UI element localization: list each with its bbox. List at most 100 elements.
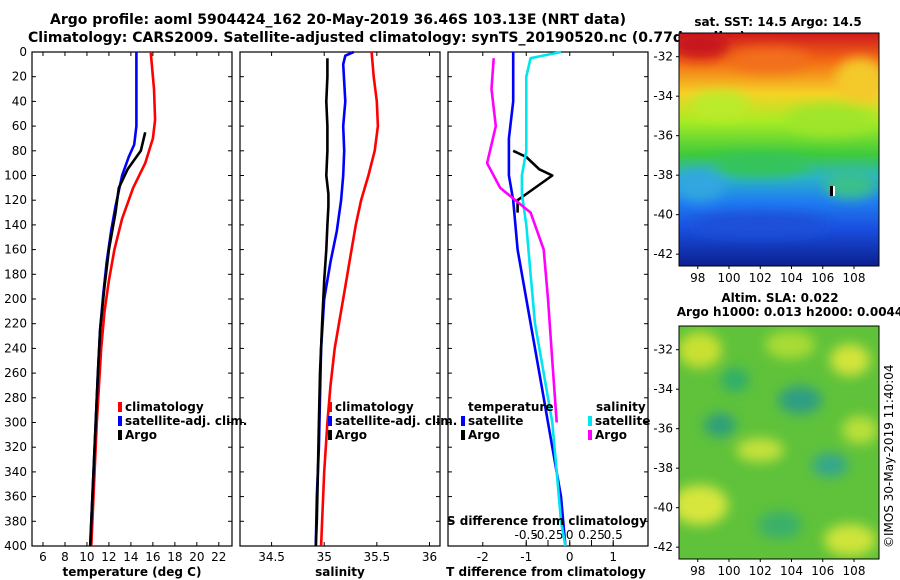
legend-title-temperature: temperature [468,400,553,414]
x-tick-label: 16 [145,550,160,564]
sla-map-title-1: Altim. SLA: 0.022 [721,291,838,305]
series-line-climatology [319,51,380,547]
sst-map-title: sat. SST: 14.5 Argo: 14.5 [694,15,861,29]
t-difference-axis-label: T difference from climatology [446,565,646,579]
sla-patch [830,344,870,376]
salinity-axis-label: salinity [315,565,365,579]
series-line-salinity-Argo [485,58,558,423]
map-x-tick-label: 108 [843,271,866,285]
sst-patch [710,153,810,177]
sla-patch [765,331,815,359]
legend-label-argo: Argo [125,428,157,442]
x-tick-label: 35.5 [363,550,390,564]
temperature-panel-frame [31,51,233,547]
sla-patch [679,332,722,368]
sla-map [679,326,879,559]
temperature-series [88,51,157,547]
series-line-temperature-satellite [507,52,567,547]
difference-ticks: -2 -1 0 1 -0.5-0.25 0 0.250.5 [448,51,648,564]
sst-map-frame [678,32,880,267]
sst-texture [679,33,879,237]
legend-label-climatology: climatology [125,400,204,414]
difference-legend: temperature salinity satellite Argo sate… [461,400,650,442]
legend-label-argo: Argo [335,428,367,442]
sla-patch [679,485,728,525]
sst-map-ticks: 98 100 102 104 106 108 -32 -34 -36 -38 -40 -42 [653,50,865,285]
sla-patch [812,453,848,477]
legend-swatch-satellite [328,416,332,426]
s-tick-label: 0 [566,528,574,542]
s-tick-label: -0.5 [515,528,538,542]
map-y-tick-label: -38 [653,168,673,182]
pressure-tick-label: 220 [4,317,27,331]
map-y-tick-label: -40 [653,501,673,515]
pressure-tick-label: 40 [12,94,27,108]
series-line-salinity-satellite [520,50,567,547]
salinity-series [314,50,380,547]
sla-map-ticks: 98 100 102 104 106 108 -32 -34 -36 -38 -40 -42 [653,343,865,578]
map-x-tick-label: 106 [811,564,834,578]
legend-swatch-climatology [118,402,122,412]
pressure-tick-label: 280 [4,391,27,405]
argo-marker-sst-halo [833,186,835,196]
pressure-tick-label: 380 [4,514,27,528]
pressure-tick-label: 140 [4,218,27,232]
s-difference-axis-label: S difference from climatology [447,514,647,528]
legend-label-temperature-satellite: satellite [468,414,523,428]
sst-map [679,33,879,266]
x-tick-label: 1 [609,550,617,564]
legend-label-salinity-satellite: satellite [595,414,650,428]
pressure-tick-label: 320 [4,440,27,454]
s-tick-label: 0.5 [604,528,623,542]
legend-swatch-salinity-satellite [588,416,592,426]
x-tick-label: -1 [520,550,532,564]
map-y-tick-label: -42 [653,247,673,261]
map-y-tick-label: -40 [653,208,673,222]
s-tick-label: 0.25 [578,528,605,542]
temperature-legend: climatology satellite-adj. clim. Argo [118,400,247,442]
legend-label-climatology: climatology [335,400,414,414]
map-x-tick-label: 102 [749,271,772,285]
x-tick-label: 14 [123,550,138,564]
sla-patch [704,413,736,437]
x-tick-label: 22 [211,550,226,564]
sla-patch [778,386,822,414]
legend-swatch-temperature-satellite [461,416,465,426]
salinity-ticks: 34.5 35 35.5 36 [240,51,440,564]
x-tick-label: 8 [61,550,69,564]
sst-patch [679,33,730,59]
sst-patch [679,169,725,201]
x-tick-label: -2 [477,550,489,564]
map-x-tick-label: 100 [718,564,741,578]
pressure-tick-label: 360 [4,490,27,504]
legend-title-salinity: salinity [596,400,646,414]
salinity-panel-frame [239,51,441,547]
x-tick-label: 20 [189,550,204,564]
sst-patch [785,104,875,136]
pressure-tick-label: 340 [4,465,27,479]
map-x-tick-label: 108 [843,564,866,578]
x-tick-label: 34.5 [258,550,285,564]
header-line-2: Climatology: CARS2009. Satellite-adjuste… [28,30,746,46]
pressure-tick-label: 260 [4,366,27,380]
sla-texture [679,331,878,556]
x-tick-label: 12 [101,550,116,564]
x-tick-label: 35 [317,550,332,564]
map-y-tick-label: -32 [653,50,673,64]
x-tick-label: 6 [39,550,47,564]
legend-swatch-argo [328,430,332,440]
temperature-ticks: 6 8 10 12 14 16 18 20 22 [32,51,232,564]
sst-patch [690,213,830,237]
map-x-tick-label: 106 [811,271,834,285]
sst-patch [835,58,879,102]
map-y-tick-label: -36 [653,422,673,436]
series-line-Argo [88,131,147,547]
legend-swatch-satellite [118,416,122,426]
pressure-tick-label: 160 [4,243,27,257]
pressure-tick-label: 0 [19,45,27,59]
pressure-tick-label: 300 [4,416,27,430]
pressure-tick-label: 240 [4,341,27,355]
sla-patch [842,416,878,444]
header-line-1: Argo profile: aoml 5904424_162 20-May-20… [50,12,626,28]
